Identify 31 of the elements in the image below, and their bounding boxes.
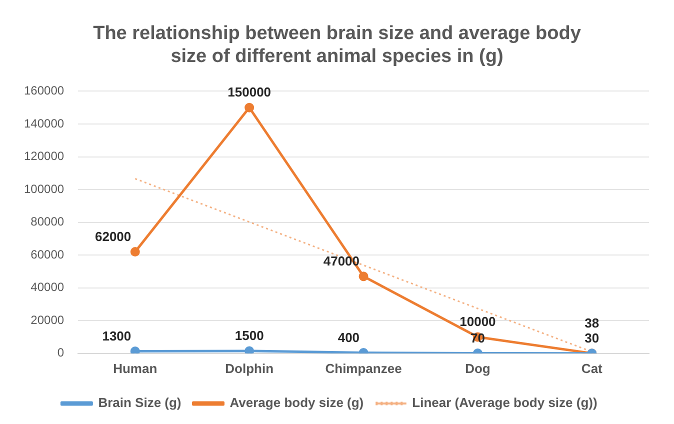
- point: [358, 272, 368, 282]
- data-label: 1500: [234, 328, 264, 344]
- x-tick-label: Dolphin: [225, 360, 274, 376]
- legend-label: Linear (Average body size (g)): [412, 395, 598, 410]
- point: [244, 346, 254, 354]
- data-label: 38: [584, 315, 600, 330]
- y-tick-label: 160000: [24, 84, 64, 98]
- data-label: 10000: [460, 314, 496, 330]
- data-label: 150000: [228, 84, 272, 100]
- y-tick-label: 20000: [30, 312, 64, 327]
- data-label: 62000: [94, 228, 132, 244]
- x-tick-label: Dog: [465, 360, 490, 376]
- y-tick-label: 140000: [24, 116, 64, 130]
- point: [130, 346, 140, 354]
- point: [244, 102, 254, 112]
- data-label: 30: [584, 330, 600, 346]
- y-tick-label: 80000: [30, 214, 64, 229]
- data-label: 1300: [102, 328, 132, 344]
- x-tick-label: Human: [113, 360, 158, 376]
- y-tick-label: 40000: [30, 280, 64, 294]
- data-label: 400: [338, 330, 360, 345]
- point: [130, 247, 140, 257]
- legend-label: Brain Size (g): [98, 395, 182, 410]
- legend-label: Average body size (g): [230, 395, 364, 410]
- y-tick-label: 120000: [24, 149, 64, 164]
- x-tick-label: Chimpanzee: [325, 360, 402, 376]
- chart-title: The relationship between brain size and average body size of different animal species in (g): [92, 22, 582, 69]
- y-tick-label: 100000: [24, 182, 64, 196]
- x-tick-label: Cat: [581, 360, 604, 376]
- y-tick-label: 0: [57, 346, 64, 360]
- y-tick-label: 60000: [30, 247, 64, 262]
